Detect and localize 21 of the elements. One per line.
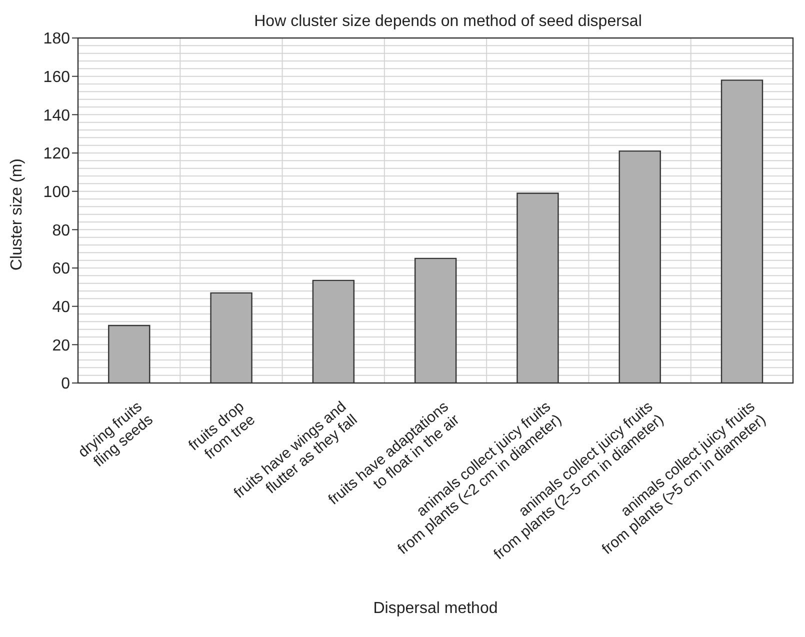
y-tick-label: 60 [52,260,70,278]
y-tick-label: 20 [52,337,70,354]
y-tick-label: 120 [43,146,70,163]
bar [618,150,661,383]
y-tick-label: 160 [43,69,70,86]
y-tick-label: 40 [52,299,70,316]
y-tick-label: 140 [43,107,70,124]
y-axis-title: Cluster size (m) [8,158,26,270]
x-tick-label: fruits drop from tree [185,398,258,463]
y-tick-label: 180 [43,30,70,48]
bar [312,280,355,383]
bar [516,192,559,383]
bar [414,258,457,383]
chart-title: How cluster size depends on method of seed dispersal [254,13,642,30]
x-axis-title: Dispersal method [373,600,498,617]
bar [108,324,150,383]
y-tick-label: 0 [61,376,70,393]
y-tick-label: 80 [52,222,70,240]
bar [210,292,252,383]
bar [720,80,764,383]
y-tick-label: 100 [43,184,70,202]
